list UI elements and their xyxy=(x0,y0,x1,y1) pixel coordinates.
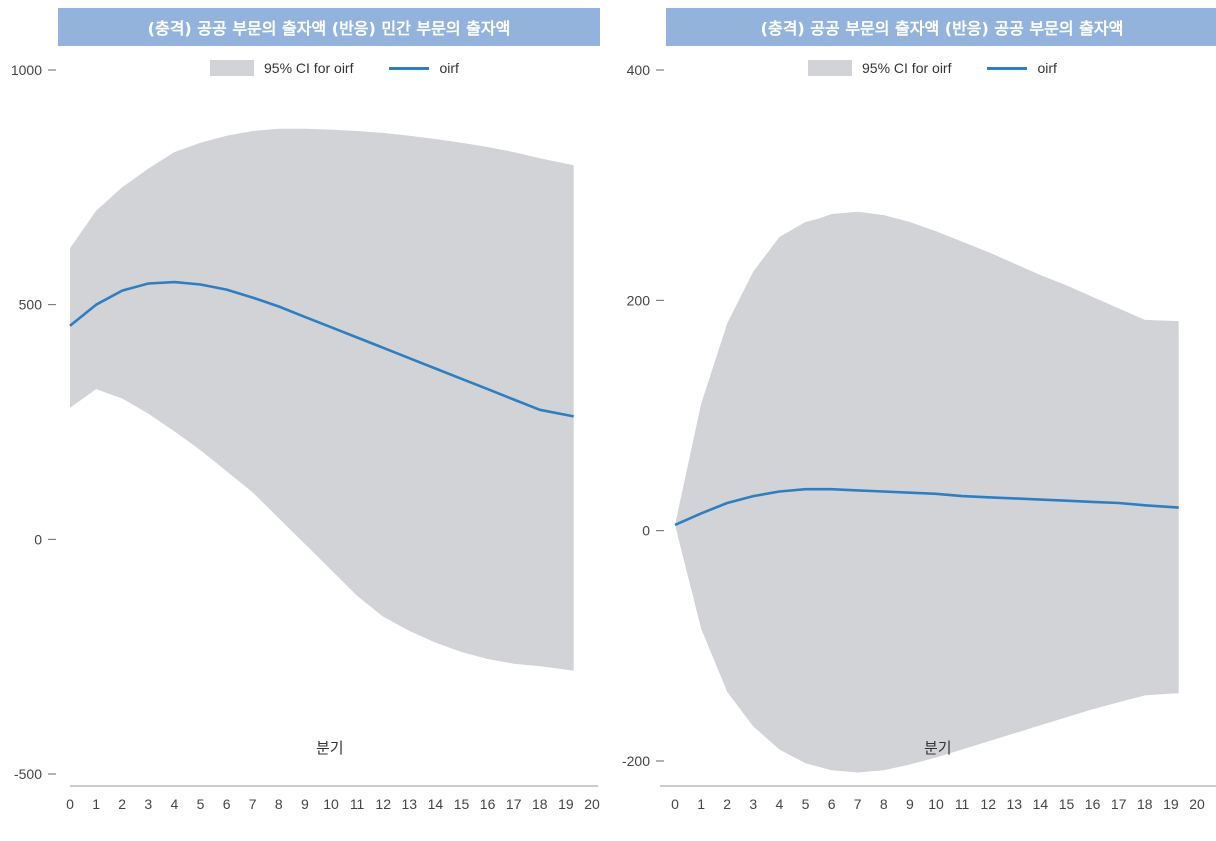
legend-ci-swatch xyxy=(210,60,254,76)
y-tick-label: -500 xyxy=(14,766,42,782)
x-tick-label: 17 xyxy=(506,796,522,812)
x-tick-label: 3 xyxy=(749,796,757,812)
x-tick-label: 10 xyxy=(323,796,339,812)
x-tick-label: 5 xyxy=(802,796,810,812)
x-axis-label: 분기 xyxy=(316,739,344,757)
x-tick-label: 1 xyxy=(92,796,100,812)
legend-oirf-swatch xyxy=(389,66,430,70)
oirf-series-line xyxy=(674,487,1179,527)
x-tick-label: 9 xyxy=(906,796,914,812)
x-tick-label: 1 xyxy=(697,796,705,812)
y-tick-label: 0 xyxy=(34,531,42,547)
ci-band xyxy=(675,211,1179,773)
oirf-series-line xyxy=(69,280,574,418)
legend-ci-label: 95% CI for oirf xyxy=(862,60,952,76)
x-tick-label: 16 xyxy=(480,796,496,812)
x-tick-label: 12 xyxy=(375,796,391,812)
chart-title: (충격) 공공 부문의 출자액 (반응) 민간 부문의 출자액 xyxy=(58,8,600,46)
x-tick-label: 18 xyxy=(1137,796,1153,812)
y-tick-label: -200 xyxy=(622,753,650,769)
chart-title: (충격) 공공 부문의 출자액 (반응) 공공 부문의 출자액 xyxy=(666,8,1216,46)
x-tick-label: 0 xyxy=(671,796,679,812)
x-tick-label: 8 xyxy=(275,796,283,812)
x-tick-label: 20 xyxy=(1189,796,1205,812)
x-tick-label: 15 xyxy=(1059,796,1075,812)
x-tick-label: 19 xyxy=(1163,796,1179,812)
x-tick-label: 13 xyxy=(1007,796,1023,812)
legend-ci-label: 95% CI for oirf xyxy=(264,60,354,76)
x-tick-label: 8 xyxy=(880,796,888,812)
legend-oirf-swatch xyxy=(987,66,1028,70)
legend: 95% CI for oirf oirf xyxy=(210,60,459,76)
x-tick-label: 7 xyxy=(854,796,862,812)
x-tick-label: 16 xyxy=(1085,796,1101,812)
y-tick-label: 1000 xyxy=(11,62,42,78)
x-tick-label: 4 xyxy=(776,796,784,812)
x-tick-label: 0 xyxy=(66,796,74,812)
x-tick-label: 6 xyxy=(828,796,836,812)
x-tick-label: 2 xyxy=(723,796,731,812)
x-tick-label: 3 xyxy=(144,796,152,812)
x-tick-label: 14 xyxy=(428,796,444,812)
legend-oirf-label: oirf xyxy=(1037,60,1057,76)
x-tick-label: 11 xyxy=(350,796,365,812)
ci-band xyxy=(70,128,574,671)
x-tick-label: 18 xyxy=(532,796,548,812)
x-tick-label: 4 xyxy=(171,796,179,812)
x-tick-label: 9 xyxy=(301,796,309,812)
y-tick-label: 200 xyxy=(627,292,651,308)
x-tick-label: 12 xyxy=(980,796,996,812)
chart-panel-left: (충격) 공공 부문의 출자액 (반응) 민간 부문의 출자액 95% CI f… xyxy=(11,8,600,812)
y-tick-label: 500 xyxy=(19,297,43,313)
x-tick-label: 17 xyxy=(1111,796,1127,812)
x-tick-label: 11 xyxy=(955,796,970,812)
x-tick-label: 7 xyxy=(249,796,257,812)
x-tick-label: 10 xyxy=(928,796,944,812)
legend-oirf-label: oirf xyxy=(439,60,459,76)
x-tick-label: 2 xyxy=(118,796,126,812)
y-tick-label: 0 xyxy=(642,523,650,539)
x-tick-label: 5 xyxy=(197,796,205,812)
chart-panel-right: (충격) 공공 부문의 출자액 (반응) 공공 부문의 출자액 95% CI f… xyxy=(608,0,1216,841)
x-axis-label: 분기 xyxy=(924,739,952,757)
legend-ci-swatch xyxy=(808,60,852,76)
x-tick-label: 15 xyxy=(454,796,470,812)
y-tick-label: 400 xyxy=(627,62,651,78)
x-tick-label: 6 xyxy=(223,796,231,812)
x-tick-label: 20 xyxy=(584,796,600,812)
x-tick-label: 13 xyxy=(402,796,418,812)
legend: 95% CI for oirf oirf xyxy=(808,60,1057,76)
x-tick-label: 14 xyxy=(1033,796,1049,812)
x-tick-label: 19 xyxy=(558,796,574,812)
